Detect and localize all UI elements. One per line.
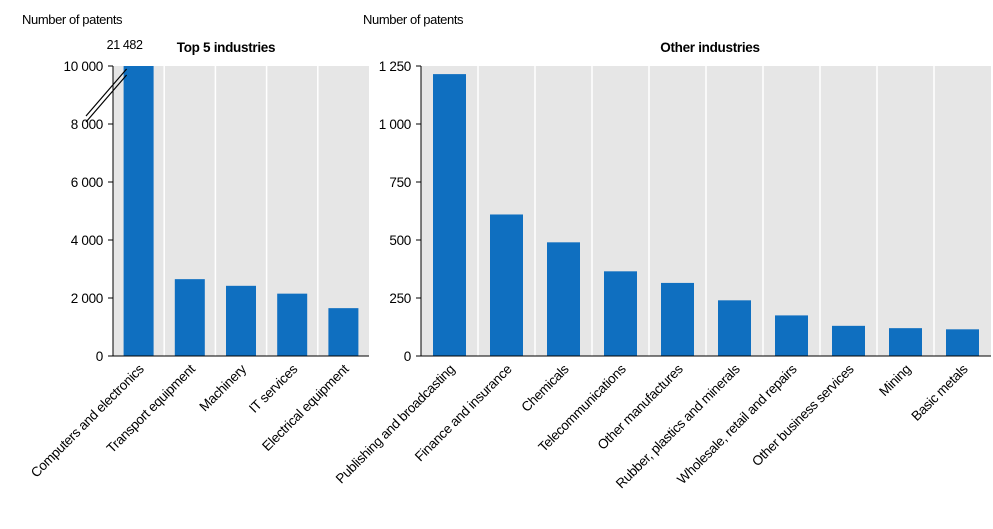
bar-other-5 <box>661 282 694 356</box>
chart-top5: Number of patents Top 5 industries 0 2 00… <box>22 12 369 480</box>
title-other: Other industries <box>660 40 759 55</box>
bar-other-7 <box>775 315 808 356</box>
y-tick-label: 1 250 <box>379 59 411 74</box>
title-top5: Top 5 industries <box>177 40 275 55</box>
bar-top5-2 <box>174 279 205 356</box>
category-label: Chemicals <box>518 361 572 415</box>
category-label: Electrical equipment <box>259 361 352 454</box>
chart-other: Number of patents Other industries 0 250 5… <box>333 12 991 491</box>
category-label: Other business services <box>749 361 857 469</box>
axis-break-marker <box>85 68 128 123</box>
y-tick-label: 6 000 <box>71 175 103 190</box>
category-label: Finance and insurance <box>412 362 515 465</box>
category-label: Publishing and broadcasting <box>333 362 458 487</box>
y-tick-label: 1 000 <box>379 117 411 132</box>
ylabel-top5: Number of patents <box>22 12 123 27</box>
category-label: Wholesale, retail and repairs <box>674 361 800 487</box>
y-tick-label: 750 <box>389 175 411 190</box>
category-label: Transport equipment <box>104 361 199 456</box>
category-label: Basic metals <box>908 361 971 424</box>
bar-top5-3 <box>226 285 256 356</box>
y-tick-label: 10 000 <box>64 59 104 74</box>
category-label: IT services <box>246 361 301 416</box>
bar-other-2 <box>490 214 523 356</box>
bar-top5-4 <box>277 293 308 356</box>
bar-other-3 <box>547 242 580 356</box>
y-tick-label: 0 <box>96 349 103 364</box>
bar-other-9 <box>889 328 922 356</box>
y-tick-label: 500 <box>389 233 411 248</box>
bar-top5-1 <box>123 66 154 356</box>
bar-other-8 <box>832 325 865 356</box>
data-label: 21 482 <box>107 38 143 52</box>
ylabel-other: Number of patents <box>363 12 464 27</box>
y-tick-label: 250 <box>389 291 411 306</box>
bar-other-1 <box>433 74 466 357</box>
y-tick-label: 4 000 <box>71 233 103 248</box>
bar-other-10 <box>946 329 979 356</box>
break-slash-2 <box>85 74 128 123</box>
y-tick-label: 0 <box>404 349 411 364</box>
y-tick-label: 2 000 <box>71 291 103 306</box>
category-label: Machinery <box>196 361 249 414</box>
bar-other-6 <box>718 300 751 356</box>
category-label: Mining <box>876 362 913 399</box>
break-slash-1 <box>85 68 128 117</box>
y-tick-label: 8 000 <box>71 117 103 132</box>
bar-top5-5 <box>328 308 359 356</box>
bar-other-4 <box>604 271 637 356</box>
